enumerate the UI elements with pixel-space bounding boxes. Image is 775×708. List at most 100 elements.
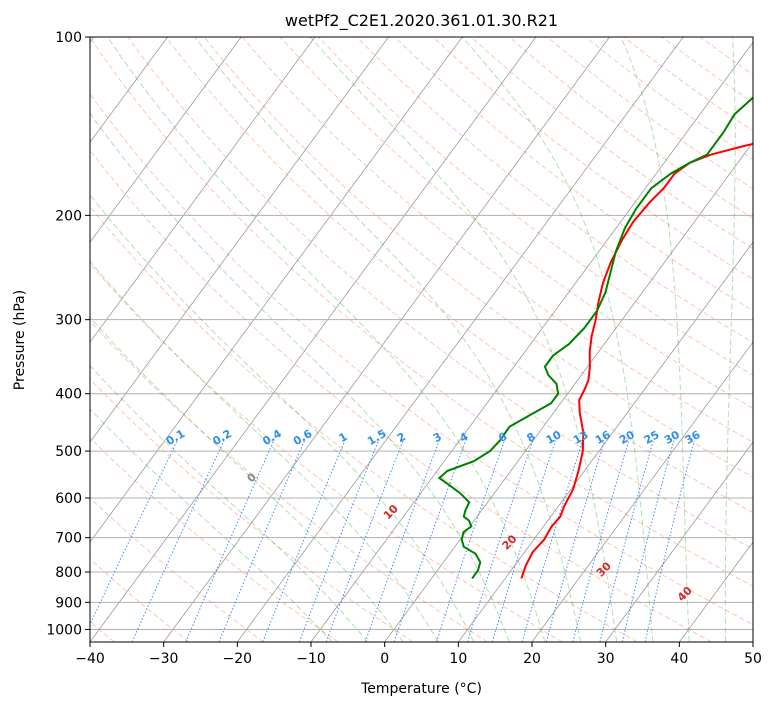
sounding-lines (437, 96, 753, 579)
moist-adiabat-label: 40 (675, 584, 695, 604)
mixing-ratio-line (491, 440, 556, 642)
isotherm-line (752, 641, 753, 642)
dry-adiabat-line (623, 37, 753, 132)
mixing-ratio-line (325, 440, 404, 642)
isotherm-line (90, 37, 463, 543)
mixing-ratio-line (621, 440, 675, 642)
moist-adiabat-line (620, 37, 690, 642)
x-tick-label: −20 (223, 651, 253, 667)
mixing-ratio-line (599, 440, 654, 642)
mixing-ratio-line (131, 440, 225, 642)
mixing-ratio-label: 30 (662, 428, 682, 447)
moist-adiabat-line (724, 37, 736, 642)
temperature-profile-line (520, 142, 753, 579)
dry-adiabat-line (432, 37, 753, 280)
x-tick-label: 10 (449, 651, 467, 667)
x-tick-label: 30 (597, 651, 615, 667)
mixing-ratio-line (90, 440, 178, 626)
x-tick-label: 40 (670, 651, 688, 667)
mixing-ratio-label: 36 (683, 428, 703, 447)
mixing-ratio-label: 0.6 (291, 427, 315, 448)
mixing-ratio-label: 10 (544, 428, 564, 447)
dry-adiabat-line (470, 37, 753, 250)
y-tick-label: 100 (55, 30, 82, 46)
x-tick-label: −30 (149, 651, 179, 667)
isotherm-line (90, 37, 168, 143)
y-tick-label: 400 (55, 387, 82, 403)
x-tick-label: 0 (380, 651, 389, 667)
dry-adiabat-line (394, 37, 753, 312)
moist-adiabat-line (90, 316, 404, 642)
axis-ticks: −40 −30 −20 −10 0 10 20 30 40 50 100 200 300 400 500 60… (46, 30, 762, 667)
mixing-ratio-line (435, 440, 505, 642)
dry-adiabat-line (90, 93, 753, 626)
isotherm-line (310, 41, 753, 642)
mixing-ratio-label: 0.4 (260, 427, 284, 448)
dry-adiabat-line (241, 37, 753, 444)
dry-adiabat-line (699, 37, 753, 76)
dry-adiabat-line (90, 437, 339, 642)
isotherm-line (605, 441, 753, 642)
mixing-ratio-label: 1.5 (365, 427, 388, 448)
mixing-ratio-label: 1 (337, 430, 350, 445)
plot-frame (89, 36, 754, 643)
background-lines (90, 37, 753, 642)
moist-adiabat-label: 10 (381, 502, 401, 522)
isotherm-line (90, 37, 389, 443)
x-tick-label: −40 (75, 651, 105, 667)
x-tick-label: 20 (523, 651, 541, 667)
x-axis-title: Temperature (°C) (360, 681, 482, 697)
dry-adiabat-line (90, 320, 488, 642)
x-tick-label: −10 (296, 651, 326, 667)
y-tick-label: 800 (55, 565, 82, 581)
y-tick-label: 1000 (46, 622, 82, 638)
mixing-ratio-line (467, 440, 534, 642)
mixing-ratio-line (262, 440, 346, 642)
mixing-ratio-line (218, 440, 305, 642)
mixing-ratio-line (644, 440, 695, 642)
dry-adiabat-line (90, 378, 414, 642)
dry-adiabat-line (90, 262, 563, 642)
dry-adiabat-line (90, 37, 753, 587)
dry-adiabat-line (90, 497, 264, 642)
dry-adiabat-line (90, 149, 712, 642)
moist-adiabat-line (107, 37, 546, 642)
isotherm-line (237, 37, 684, 642)
dry-adiabat-line (90, 558, 190, 642)
mixing-ratio-label: 0.2 (211, 427, 234, 448)
dry-adiabat-label: -10 (57, 404, 80, 427)
isotherm-line (163, 37, 610, 642)
isotherm-line (90, 37, 242, 243)
mixing-ratio-line (393, 440, 467, 642)
y-tick-label: 900 (55, 595, 82, 611)
dry-adiabat-line (279, 37, 753, 410)
dewpoint-profile-line (437, 96, 753, 579)
mixing-ratio-line (185, 440, 275, 642)
moist-adiabat-line (194, 37, 582, 642)
moist-adiabat-line (90, 365, 369, 642)
isotherm-line (90, 37, 537, 642)
y-tick-label: 700 (55, 531, 82, 547)
isotherm-line (384, 141, 753, 642)
mixing-ratio-line (521, 440, 584, 642)
chart-title: wetPf2_C2E1.2020.361.01.30.R21 (285, 11, 558, 31)
y-tick-label: 500 (55, 444, 82, 460)
mixing-ratio-label: 2 (395, 430, 408, 445)
dry-adiabat-line (165, 37, 753, 514)
moist-adiabat-line (461, 37, 654, 642)
moist-adiabat-line (90, 194, 475, 642)
y-axis-title: Pressure (hPa) (12, 290, 28, 390)
mixing-ratio-line (545, 440, 606, 642)
mixing-ratio-label: 13 (571, 428, 591, 447)
moist-adiabat-label: 20 (500, 532, 520, 552)
dry-adiabat-line (127, 37, 753, 550)
isotherm-line (458, 241, 753, 642)
isotherm-line (531, 341, 753, 642)
y-tick-label: 600 (55, 491, 82, 507)
mixing-ratio-label: 0.1 (164, 427, 187, 448)
moist-adiabat-line (309, 37, 618, 642)
mixing-ratio-line (364, 440, 440, 642)
moist-adiabat-line (90, 408, 333, 642)
dry-adiabat-line (90, 205, 638, 642)
